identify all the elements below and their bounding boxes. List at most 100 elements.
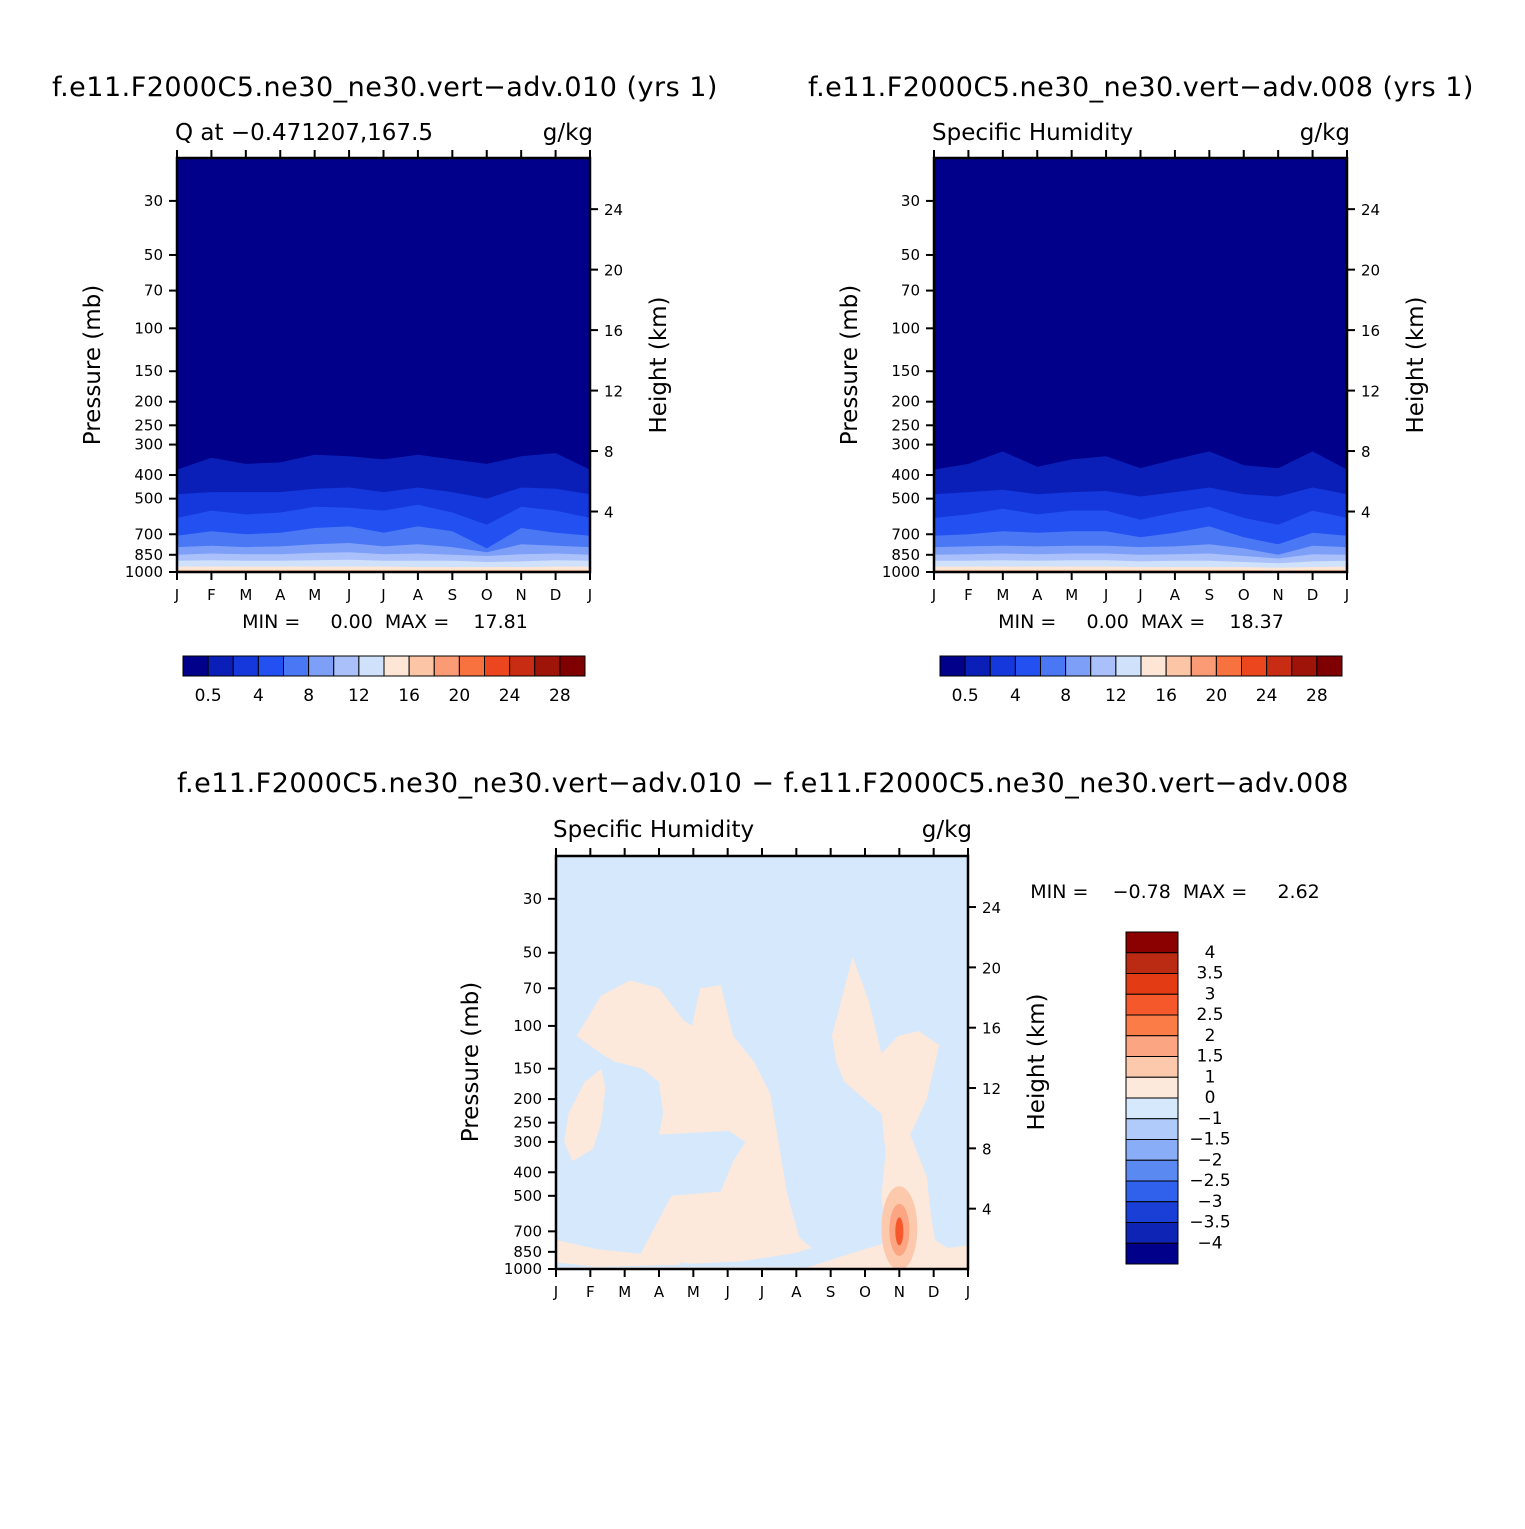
x-tick-label: M [239,586,252,604]
colorbar-swatch [1190,655,1217,677]
x-tick-label: M [687,1283,700,1301]
diff-peak-region [895,1217,904,1246]
colorbar-label: 16 [1155,686,1177,706]
x-tick-label: J [380,586,385,604]
y-tick-label: 400 [513,1163,542,1181]
colorbar-label: −2.5 [1189,1171,1230,1191]
colorbar-swatch [964,655,991,677]
colorbar-label: 24 [1256,686,1278,706]
subtitle-right-008: g/kg [1300,120,1350,146]
y-tick-label: 100 [513,1017,542,1035]
x-tick-label: N [894,1283,905,1301]
plot-area-008: J F M A M J J A S O N D J 30 50 70 100 150 200 250 300 400 500… [882,150,1380,604]
colorbar-008: 0.5 4 8 12 16 20 24 28 [939,655,1343,706]
colorbar-swatch [1125,1014,1179,1037]
x-tick-label: A [791,1283,802,1301]
colorbar-swatch [1125,1159,1179,1182]
x-tick-label: J [346,586,351,604]
colorbar-label: 28 [1306,686,1328,706]
colorbar-label: −1 [1197,1109,1222,1129]
x-tick-label: F [586,1283,595,1301]
y-tick-label: 250 [513,1114,542,1132]
colorbar-swatch [333,655,360,677]
x-tick-label: A [275,586,286,604]
x-tick-label: M [308,586,321,604]
x-tick-label: M [996,586,1009,604]
x-tick-label: A [413,586,424,604]
y-tick-label: 300 [513,1133,542,1151]
panel-model-010: J F M A M J J A S O N D J 30 50 70 100 150 200 250 300 400 500… [80,120,672,706]
colorbar-swatch [232,655,259,677]
x-tick-label: A [1032,586,1043,604]
y-tick-label: 30 [523,890,542,908]
y-tick-label: 70 [901,282,920,300]
colorbar-label: −3.5 [1189,1213,1230,1233]
colorbar-swatch [534,655,561,677]
colorbar-label: 20 [1206,686,1228,706]
y2-tick-label: 4 [1361,504,1371,522]
colorbar-swatch [1125,1035,1179,1057]
subtitle-right-010: g/kg [543,120,593,146]
colorbar-swatch [1125,1076,1179,1099]
colorbar-label: 8 [1060,686,1071,706]
y-tick-label: 850 [891,546,920,564]
colorbar-swatch [484,655,511,677]
colorbar-swatch [939,655,966,677]
y2-tick-label: 24 [604,201,623,219]
x-tick-label: O [1238,586,1250,604]
x-tick-label: J [724,1283,729,1301]
colorbar-label: 0.5 [952,686,979,706]
diff-positive-region [803,956,968,1269]
colorbar-label: 3.5 [1196,964,1223,984]
y2-tick-label: 24 [982,899,1001,917]
colorbar-swatch [1125,952,1179,974]
y-tick-label: 500 [513,1187,542,1205]
x-tick-label: D [928,1283,940,1301]
colorbar-swatch [283,655,310,677]
y-tick-label: 300 [134,436,163,454]
x-tick-label: J [759,1283,764,1301]
colorbar-label: 20 [449,686,471,706]
colorbar-swatch [308,655,335,677]
colorbar-label: 1 [1205,1067,1216,1087]
y-tick-label: 150 [513,1060,542,1078]
y2-tick-label: 20 [604,262,623,280]
y-tick-label: 850 [513,1243,542,1261]
x-tick-label: F [964,586,973,604]
y-tick-label: 100 [134,319,163,337]
colorbar-swatch [1040,655,1067,677]
colorbar-label: 24 [499,686,521,706]
x-tick-label: D [1307,586,1319,604]
colorbar-label: 0 [1205,1088,1216,1108]
y2-tick-label: 20 [1361,262,1380,280]
y2-tick-label: 12 [1361,383,1380,401]
colorbar-swatch [1316,655,1343,677]
y2-tick-label: 4 [982,1201,992,1219]
y-tick-label: 300 [891,436,920,454]
y2-tick-label: 16 [982,1020,1001,1038]
y-tick-label: 70 [523,979,542,997]
colorbar-swatch [1125,1222,1179,1244]
panel-model-008: J F M A M J J A S O N D J 30 50 70 100 150 200 250 300 400 500… [837,120,1429,706]
x-tick-label: M [618,1283,631,1301]
y-tick-label: 200 [134,393,163,411]
x-tick-label: F [207,586,216,604]
y-tick-label: 1000 [125,563,163,581]
minmax-010: MIN = 0.00 MAX = 17.81 [242,611,528,633]
y-tick-label: 1000 [882,563,920,581]
y-tick-label: 200 [513,1090,542,1108]
y2-tick-label: 16 [1361,322,1380,340]
colorbar-swatch [408,655,435,677]
colorbar-label: 2.5 [1196,1005,1223,1025]
colorbar-swatch [1125,1118,1179,1140]
y-tick-label: 700 [134,525,163,543]
colorbar-swatch [458,655,485,677]
y-tick-label: 150 [134,362,163,380]
y-tick-label: 50 [523,944,542,962]
colorbar-label: 4 [1205,943,1216,963]
y-tick-label: 400 [134,466,163,484]
colorbar-swatch [207,655,234,677]
colorbar-label: 3 [1205,984,1216,1004]
